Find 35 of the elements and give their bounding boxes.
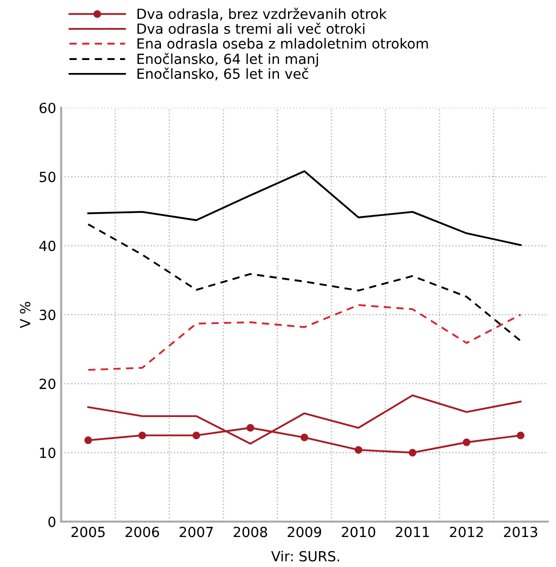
y-tick-label: 10 bbox=[40, 448, 56, 458]
y-axis-title: V % bbox=[20, 302, 30, 328]
legend-label: Enočlansko, 65 let in več bbox=[138, 68, 308, 80]
x-tick-label: 2007 bbox=[180, 526, 213, 538]
x-tick-label: 2011 bbox=[396, 526, 429, 538]
line-series bbox=[87, 223, 522, 342]
x-tick-label: 2010 bbox=[342, 526, 376, 538]
x-tick-label: 2005 bbox=[72, 526, 105, 538]
y-tick-label: 0 bbox=[48, 516, 56, 528]
x-tick-label: 2008 bbox=[234, 526, 268, 538]
point bbox=[84, 436, 92, 444]
y-tick-label: 30 bbox=[40, 310, 56, 320]
legend-label: Ena odrasla oseba z mladoletnim otrokom bbox=[138, 38, 428, 49]
x-tick-label: 2006 bbox=[126, 526, 160, 538]
y-tick-label: 40 bbox=[39, 240, 56, 252]
point bbox=[354, 446, 362, 454]
y-tick-label: 50 bbox=[40, 172, 56, 182]
x-tick-label: 2013 bbox=[504, 526, 538, 538]
legend-label: Enočlansko, 64 let in manj bbox=[138, 52, 318, 67]
y-tick-label: 60 bbox=[40, 102, 56, 114]
point bbox=[246, 424, 254, 432]
point bbox=[516, 432, 524, 440]
line-series bbox=[87, 304, 522, 371]
text: Vir: SURS. bbox=[271, 550, 340, 562]
x-tick-label: 2012 bbox=[450, 526, 483, 538]
point bbox=[138, 432, 146, 440]
point bbox=[192, 432, 200, 440]
line-series bbox=[87, 170, 522, 246]
legend-label: Dva odrasla s tremi ali več otroki bbox=[138, 22, 364, 34]
legend-label: Dva odrasla, brez vzdrževanih otrok bbox=[138, 8, 387, 20]
point bbox=[462, 438, 470, 446]
point bbox=[408, 448, 416, 456]
x-tick-label: 2009 bbox=[288, 526, 322, 538]
y-tick-label: 20 bbox=[40, 378, 56, 390]
point bbox=[300, 434, 308, 442]
